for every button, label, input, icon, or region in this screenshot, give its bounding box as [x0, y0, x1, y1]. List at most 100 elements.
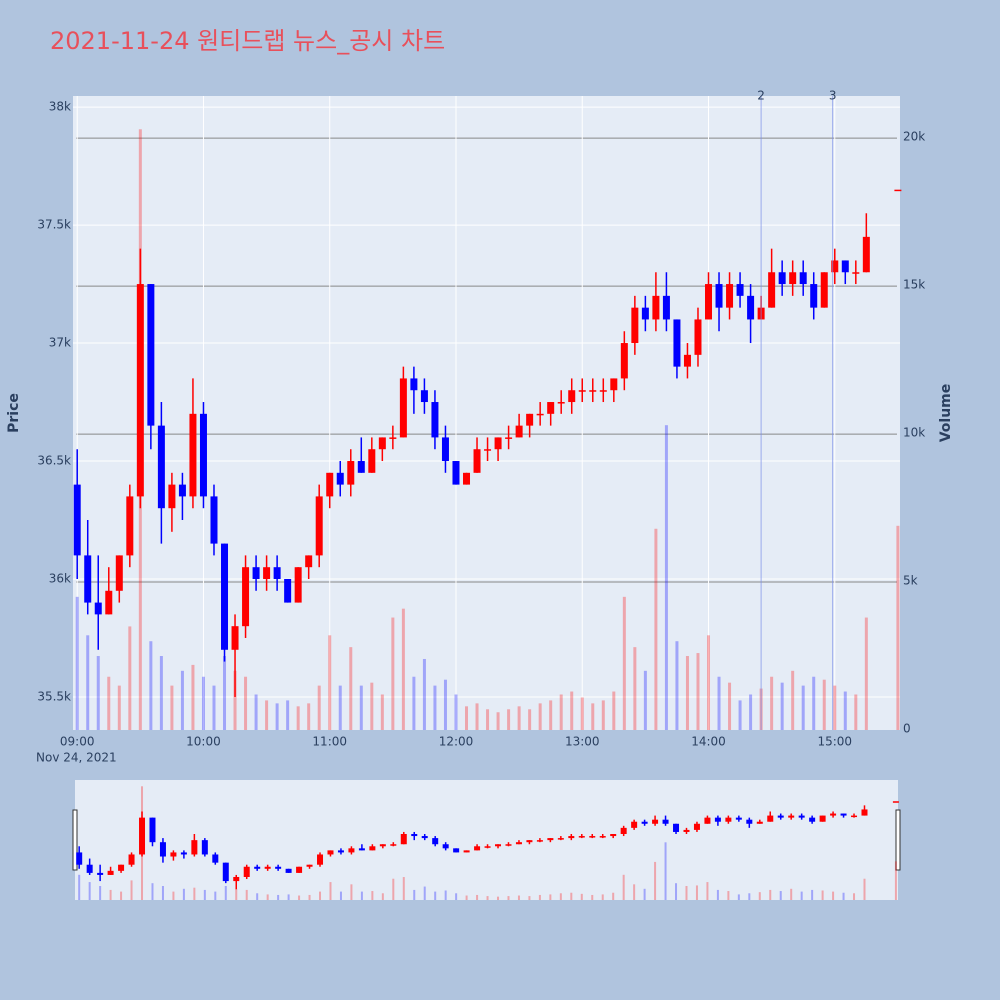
volume-bar — [233, 670, 237, 730]
candle-body — [233, 876, 240, 882]
volume-bar — [475, 703, 479, 730]
candle-body — [610, 378, 618, 391]
candle-body — [599, 390, 607, 392]
slider-volume-bar — [182, 888, 185, 900]
slider-volume-bar — [88, 882, 91, 900]
candle-body — [337, 850, 344, 853]
candle-body — [126, 496, 134, 556]
candle-body — [662, 819, 669, 824]
candle-body — [494, 437, 502, 450]
volume-bar — [675, 641, 679, 730]
volume-bar — [265, 700, 269, 730]
range-slider[interactable] — [75, 780, 898, 900]
candle-body — [652, 295, 660, 320]
slider-volume-bar — [151, 883, 154, 900]
volume-bar — [612, 691, 616, 730]
slider-volume-bar — [402, 877, 405, 900]
slider-volume-bar — [360, 891, 363, 900]
candle-body — [168, 484, 176, 509]
candle-body — [420, 390, 428, 403]
slider-volume-bar — [392, 878, 395, 900]
slider-volume-bar — [455, 893, 458, 900]
candle-body — [673, 823, 680, 832]
slider-volume-bar — [381, 893, 384, 900]
volume-bar — [254, 694, 258, 730]
candle-body — [726, 284, 734, 308]
slider-volume-bar — [130, 880, 133, 900]
volume-bar — [328, 635, 332, 730]
candle-body — [347, 461, 355, 485]
candle-body — [453, 848, 460, 853]
volume-bar — [770, 676, 774, 730]
candle-body — [557, 838, 564, 840]
candle-body — [76, 852, 83, 865]
slider-volume-bar — [591, 894, 594, 900]
slider-volume-bar — [507, 896, 510, 900]
x-tick-label: 09:00 — [60, 735, 95, 749]
candle-body — [264, 866, 271, 869]
candle-body — [589, 836, 596, 838]
slider-volume-bar — [486, 896, 489, 900]
slider-volume-bar — [612, 892, 615, 900]
candle-body — [421, 836, 428, 839]
volume-bar — [170, 685, 174, 730]
volume-bar — [570, 691, 574, 730]
candle-body — [767, 815, 774, 822]
slider-volume-bar — [193, 887, 196, 900]
volume-bar — [591, 703, 595, 730]
x-tick-label: 14:00 — [691, 735, 726, 749]
candle-body — [484, 449, 492, 451]
candle-body — [747, 295, 755, 320]
slider-volume-bar — [235, 888, 238, 900]
slider-volume-bar — [832, 891, 835, 900]
slider-volume-bar — [319, 891, 322, 900]
slider-volume-bar — [716, 889, 719, 900]
volume-bar — [349, 647, 353, 730]
slider-volume-bar — [109, 889, 112, 900]
candle-body — [746, 819, 753, 824]
candle-body — [410, 378, 418, 391]
slider-volume-bar — [497, 896, 500, 900]
candle-body — [578, 390, 586, 392]
slider-volume-bar — [695, 885, 698, 900]
candle-body — [463, 472, 471, 485]
volume-bar — [517, 706, 521, 730]
volume-bar — [422, 658, 426, 730]
slider-handle-left[interactable] — [72, 809, 78, 871]
y-tick-label: 36k — [49, 571, 71, 585]
volume-bar — [780, 682, 784, 730]
candle-body — [536, 413, 544, 416]
y-tick-label: 36.5k — [37, 454, 71, 468]
candle-body — [725, 817, 732, 822]
volume-bar — [812, 676, 816, 730]
volume-bar — [559, 694, 563, 730]
slider-volume-bar — [706, 882, 709, 900]
slider-volume-bar — [528, 896, 531, 900]
volume-bar — [75, 596, 79, 730]
candle-body — [536, 840, 543, 842]
y-tick-label: 37k — [49, 336, 71, 350]
slider-handle-right[interactable] — [895, 809, 901, 871]
candle-body — [178, 484, 186, 497]
volume-bar — [317, 685, 321, 730]
candle-body — [568, 836, 575, 839]
plot-area — [73, 96, 900, 730]
candle-body — [862, 236, 870, 273]
volume-bar — [212, 685, 216, 730]
candle-body — [201, 840, 208, 855]
candle-body — [452, 461, 460, 485]
volume-bar — [864, 617, 868, 730]
candle-body — [547, 838, 554, 841]
candle-body — [852, 272, 860, 274]
candle-body — [631, 307, 639, 344]
volume-bar — [538, 703, 542, 730]
candle-body — [463, 850, 470, 853]
candle-body — [736, 284, 744, 296]
slider-volume-bar — [769, 889, 772, 900]
candle-body — [799, 272, 807, 285]
x-tick-label: 10:00 — [186, 735, 221, 749]
slider-volume-bar — [120, 891, 123, 900]
volume-bar — [685, 656, 689, 730]
volume-bar — [843, 691, 847, 730]
slider-volume-bar — [444, 890, 447, 900]
